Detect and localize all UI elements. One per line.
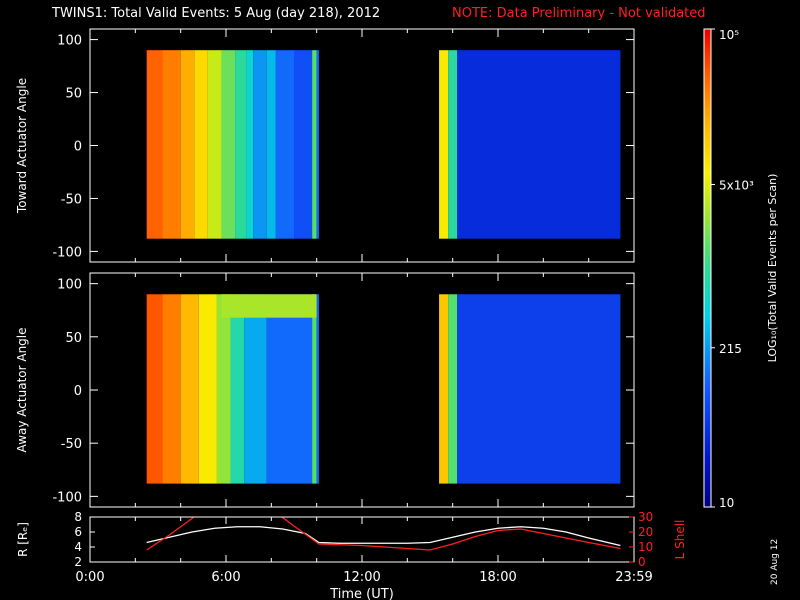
heatmap-cell [235, 50, 247, 239]
heatmap-cell [266, 294, 313, 484]
ephemeris-ylabel-left: R [Rₑ] [16, 522, 30, 557]
x-tick-label: 18:00 [479, 570, 516, 585]
y-tick-label: -100 [52, 245, 82, 260]
heatmap-cell [194, 50, 208, 239]
heatmap-cell [448, 50, 458, 239]
colorbar-tick-label: 10⁵ [719, 28, 739, 42]
colorbar-tick-label: 10 [719, 496, 734, 510]
heatmap-cell [162, 50, 181, 239]
heatmap-cell [246, 50, 254, 239]
x-tick-label: 23:59 [615, 570, 652, 585]
chart-note: NOTE: Data Preliminary - Not validated [452, 6, 706, 21]
heatmap-cell [180, 50, 195, 239]
y-tick-label: 50 [65, 331, 82, 346]
heatmap-cell [316, 294, 319, 484]
heatmap-cell [221, 50, 236, 239]
x-tick-label: 12:00 [343, 570, 380, 585]
y-tick-label: 50 [65, 87, 82, 102]
heatmap-cell [198, 294, 217, 484]
y-tick-label-right: 10 [638, 540, 653, 554]
y-tick-label-right: 30 [638, 510, 653, 524]
y-axis-label: Toward Actuator Angle [15, 78, 29, 214]
x-axis-label: Time (UT) [329, 587, 394, 600]
colorbar-tick-label: 5x10³ [719, 178, 754, 192]
y-tick-label: 8 [74, 510, 82, 524]
heatmap-cell [312, 50, 317, 239]
y-tick-label: 100 [57, 278, 82, 293]
y-tick-label: 4 [74, 540, 82, 554]
y-tick-label: 2 [74, 555, 82, 569]
y-tick-label: 0 [74, 384, 82, 399]
heatmap-cell [146, 50, 163, 239]
y-tick-label: 100 [57, 34, 82, 49]
colorbar: 10⁵ 5x10³ 215 10 LOG₁₀(Total Valid Events pe… [703, 28, 779, 510]
heatmap-cell [253, 50, 267, 239]
heatmap-cell [316, 50, 319, 239]
heatmap-cell [162, 294, 181, 484]
colorbar-tick-label: 215 [719, 342, 742, 356]
heatmap-cell [146, 294, 163, 484]
heatmap-cell [312, 294, 317, 484]
colorbar-label: LOG₁₀(Total Valid Events per Scan) [766, 174, 779, 363]
r-line [146, 526, 621, 547]
heatmap-cell [457, 294, 621, 484]
heatmap-cell [439, 50, 449, 239]
heatmap-cell [448, 294, 458, 484]
y-tick-label: -50 [61, 192, 82, 207]
heatmap-cell [457, 50, 621, 239]
heatmap-band [221, 294, 317, 318]
heatmap-cell [180, 294, 199, 484]
y-axis-label: Away Actuator Angle [15, 327, 29, 452]
x-tick-label: 0:00 [75, 570, 104, 585]
heatmap-cell [216, 294, 231, 484]
heatmap-cell [439, 294, 449, 484]
l-shell-line [146, 517, 621, 551]
ephemeris-bg [90, 517, 634, 562]
y-tick-label-right: 20 [638, 525, 653, 539]
heatmap-cell [207, 50, 222, 239]
heatmap-cell [294, 50, 313, 239]
colorbar-gradient [704, 29, 711, 507]
x-tick-label: 6:00 [211, 570, 240, 585]
y-tick-label: 0 [74, 140, 82, 155]
y-tick-label: -100 [52, 490, 82, 505]
heatmap-cell [244, 294, 267, 484]
chart-title: TWINS1: Total Valid Events: 5 Aug (day 2… [52, 6, 381, 21]
y-tick-label: -50 [61, 437, 82, 452]
y-tick-label-right: 0 [638, 555, 646, 569]
heatmap-cell [275, 50, 294, 239]
ephemeris-ylabel-right: L Shell [673, 520, 687, 560]
heatmap-cell [266, 50, 276, 239]
panel-toward: 100 50 0 -50 -100 Toward Actuator Angle [15, 28, 635, 263]
y-tick-label: 6 [74, 525, 82, 539]
panel-away: 100 50 0 -50 -100 Away Actuator Angle [15, 272, 635, 508]
heatmap-cell [230, 294, 245, 484]
colorbar-frame [703, 28, 712, 508]
